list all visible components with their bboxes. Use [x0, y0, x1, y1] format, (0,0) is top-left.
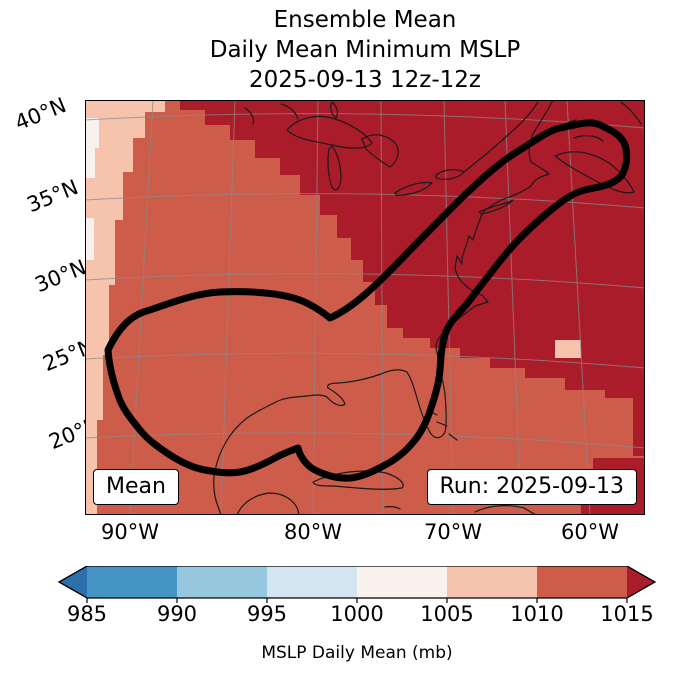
lon-tick-label: 80°W	[284, 520, 342, 544]
highlight-contour	[104, 119, 631, 482]
map-area: Mean Run: 2025-09-13	[85, 100, 645, 515]
cbar-seg-990-995	[177, 566, 267, 598]
canada-lakes	[244, 103, 299, 125]
prince-edward-island	[573, 135, 604, 142]
fill-gt1015-rightstrip	[633, 398, 645, 456]
colorbar	[56, 565, 660, 604]
meridian-75w	[380, 100, 384, 515]
map-svg	[85, 100, 645, 515]
lon-tick-label: 60°W	[561, 520, 619, 544]
lon-tick-label: 90°W	[101, 520, 159, 544]
meridian-60w	[566, 100, 591, 515]
parallel-20n	[85, 432, 645, 449]
title-line-2: Daily Mean Minimum MSLP	[209, 36, 521, 63]
fill-1000-1005-west	[85, 118, 99, 178]
cuba	[312, 470, 404, 490]
meridian-70w	[443, 100, 454, 515]
fill-1005-1010-west	[85, 100, 165, 515]
lat-tick-label: 35°N	[23, 175, 82, 218]
parallel-30n	[85, 273, 645, 289]
lake-nipigon	[330, 101, 338, 119]
chart-title: Ensemble Mean Daily Mean Minimum MSLP 20…	[85, 6, 645, 96]
lat-tick-label: 40°N	[11, 93, 70, 136]
parallel-25n	[85, 352, 645, 369]
lat-tick-label: 30°N	[31, 255, 90, 298]
parallel-35n	[85, 193, 645, 209]
jamaica	[384, 506, 401, 510]
cbar-seg-1010-1015	[537, 566, 627, 598]
coastlines	[213, 100, 642, 515]
colorbar-tick-label: 1010	[510, 602, 564, 626]
meridian-65w	[504, 100, 522, 515]
colorbar-axis-label: MSLP Daily Mean (mb)	[261, 643, 453, 663]
colorbar-tick-label: 1015	[600, 602, 654, 626]
parallel-40n	[85, 113, 645, 129]
title-line-3: 2025-09-13 12z-12z	[249, 66, 481, 93]
colorbar-tick-label: 1005	[420, 602, 474, 626]
meridian-90w	[129, 100, 154, 515]
lake-erie	[394, 181, 433, 196]
lake-huron	[361, 134, 399, 168]
cbar-ticks	[86, 598, 628, 603]
cbar-seg-1005-1010	[447, 566, 537, 598]
cbar-arrow-right	[627, 566, 655, 598]
run-label-box: Run: 2025-09-13	[426, 468, 637, 505]
st-lawrence-river	[463, 101, 539, 173]
colorbar-tick-label: 985	[66, 602, 108, 626]
colorbar-tick-label: 1000	[330, 602, 384, 626]
gridlines	[85, 100, 645, 515]
cbar-seg-1000-1005	[357, 566, 447, 598]
mean-label-box: Mean	[93, 468, 179, 505]
nova-scotia	[554, 151, 635, 194]
hispaniola	[474, 505, 537, 515]
fill-1000-1005-west2	[85, 218, 94, 260]
lon-tick-label: 70°W	[424, 520, 482, 544]
yucatan	[236, 492, 300, 515]
colorbar-svg	[57, 565, 657, 603]
newfoundland-corner	[620, 101, 642, 125]
cbar-seg-995-1000	[267, 566, 357, 598]
cbar-arrow-left	[59, 566, 87, 598]
run-label: Run: 2025-09-13	[439, 473, 624, 499]
mean-label: Mean	[106, 473, 166, 499]
fill-1005-1010-patch	[555, 340, 581, 358]
lake-superior	[286, 115, 373, 149]
colorbar-tick-label: 990	[156, 602, 198, 626]
cbar-seg-985-990	[87, 566, 177, 598]
map-border	[85, 100, 645, 515]
lake-michigan	[327, 145, 342, 191]
colorbar-tick-label: 995	[246, 602, 288, 626]
coastline-long-island	[478, 199, 514, 215]
coastline-mainland	[213, 100, 554, 515]
title-line-1: Ensemble Mean	[273, 7, 457, 33]
